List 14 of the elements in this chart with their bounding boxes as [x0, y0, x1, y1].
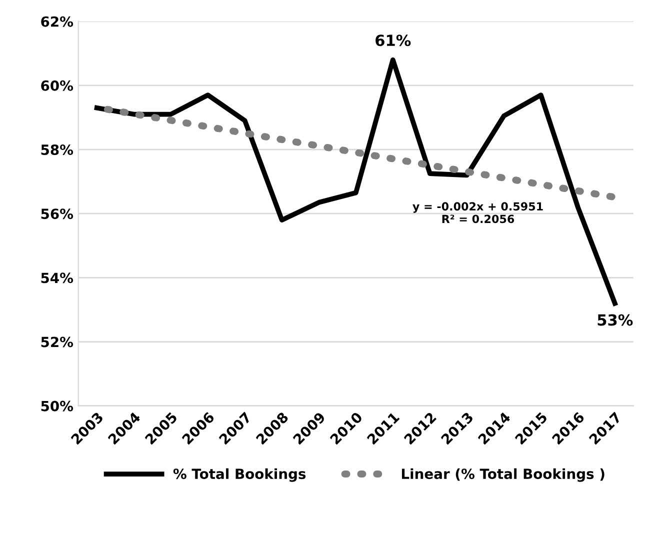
data-label: 53% — [598, 314, 633, 326]
y-tick-label: 54% — [41, 272, 74, 284]
y-tick-label: 56% — [41, 208, 74, 220]
y-tick-label: 50% — [41, 400, 74, 412]
legend-label: % Total Bookings — [173, 468, 306, 482]
y-tick-label: 58% — [41, 144, 74, 155]
annotation: y = -0.002x + 0.5951 — [412, 202, 543, 213]
y-tick-label: 62% — [41, 16, 74, 27]
y-tick-label: 52% — [41, 336, 74, 348]
data-label: 61% — [376, 34, 411, 46]
line-series — [94, 57, 618, 306]
legend-label: Linear (% Total Bookings ) — [402, 468, 604, 482]
y-tick-label: 60% — [41, 80, 74, 91]
annotation: R² = 0.2056 — [442, 214, 514, 224]
